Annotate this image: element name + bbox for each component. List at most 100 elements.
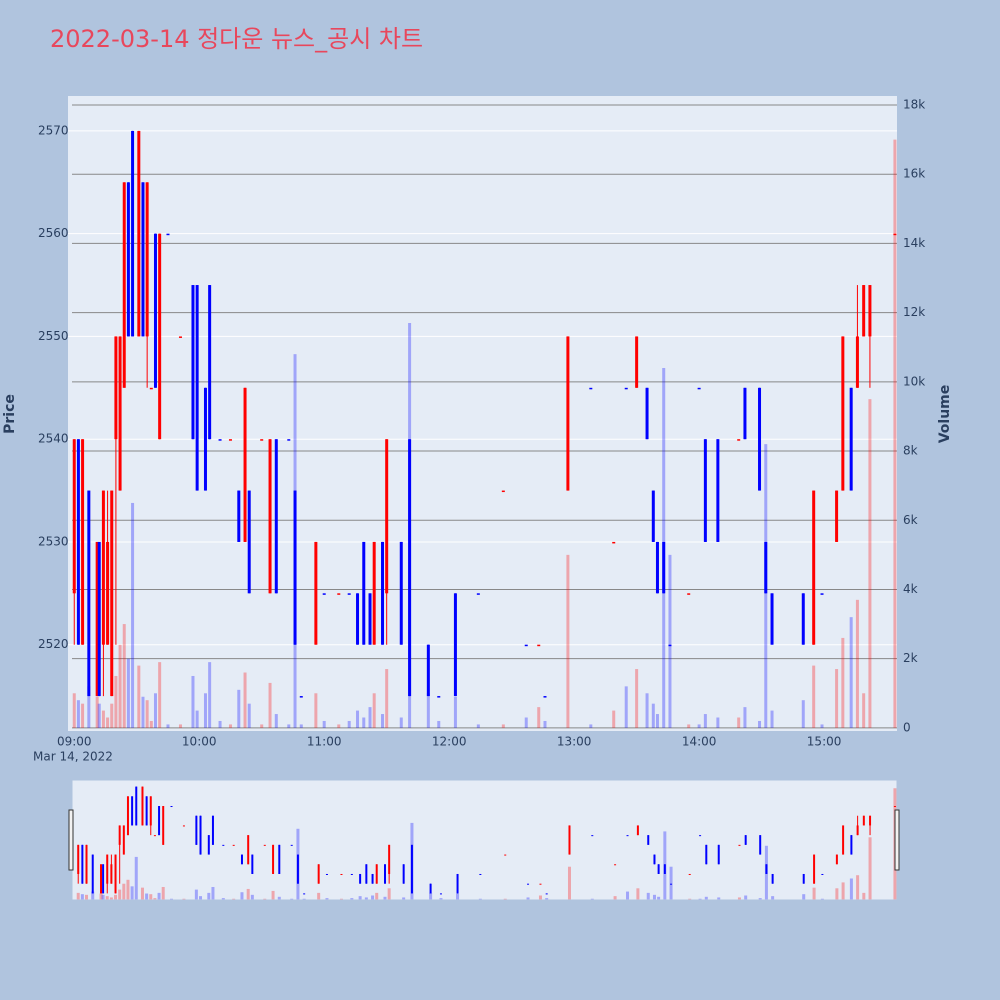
- x-tick-label: 10:00: [182, 735, 217, 749]
- volume-bar: [191, 675, 195, 728]
- candle-body: [240, 854, 243, 865]
- volume-bar: [737, 717, 741, 728]
- candle-body: [149, 796, 152, 826]
- volume-bar: [364, 897, 368, 900]
- volume-bar: [841, 882, 845, 900]
- volume-bar: [350, 898, 354, 900]
- candle-layer: [72, 130, 897, 698]
- volume-bar: [538, 895, 542, 900]
- candle-body: [293, 490, 297, 645]
- volume-bar: [476, 724, 480, 728]
- candle-body: [476, 593, 480, 595]
- volume-bar: [325, 898, 329, 900]
- candle-body: [612, 541, 616, 544]
- candle-body: [372, 541, 376, 645]
- y2-tick-label: 0: [903, 720, 911, 734]
- candle-body: [100, 864, 103, 894]
- volume-bar: [381, 714, 385, 728]
- volume-bar: [771, 896, 775, 900]
- volume-bar: [194, 889, 198, 900]
- candle-body: [303, 893, 306, 895]
- volume-bar: [153, 898, 157, 900]
- volume-bar: [362, 717, 366, 728]
- candle-body: [705, 844, 708, 865]
- candle-body: [869, 815, 872, 826]
- candle-body: [272, 844, 275, 874]
- volume-bar: [868, 399, 872, 728]
- candle-body: [340, 873, 343, 875]
- volume-bar: [439, 898, 443, 900]
- volume-bar: [635, 669, 639, 728]
- volume-bar: [429, 892, 433, 900]
- volume-bar: [290, 898, 294, 900]
- volume-bar: [76, 892, 80, 900]
- candle-body: [688, 873, 691, 875]
- candle-body: [299, 696, 303, 698]
- candle-body: [199, 815, 202, 855]
- volume-bar: [141, 696, 145, 728]
- volume-bar: [97, 703, 101, 728]
- x-tick-label: 13:00: [557, 735, 592, 749]
- candle-body: [222, 844, 225, 846]
- volume-bar: [567, 866, 571, 900]
- x-tick-label: 11:00: [307, 735, 342, 749]
- candle-body: [402, 864, 405, 884]
- candle-body: [717, 844, 720, 865]
- candle-body: [651, 490, 655, 542]
- y2-tick-label: 14k: [903, 236, 925, 250]
- candle-body: [141, 786, 144, 826]
- slider-handle-left[interactable]: [68, 809, 74, 871]
- candle-body: [479, 873, 482, 875]
- candle-body: [290, 844, 293, 846]
- volume-bar: [268, 682, 272, 728]
- volume-bar: [218, 720, 222, 728]
- volume-bar: [566, 554, 570, 728]
- candle-body: [81, 844, 84, 884]
- volume-bar: [437, 720, 441, 728]
- volume-bar: [287, 724, 291, 728]
- volume-bar: [399, 717, 403, 728]
- x-tick-label: 09:00: [57, 735, 92, 749]
- candle-body: [131, 796, 134, 826]
- volume-bar: [524, 717, 528, 728]
- candle-body: [614, 864, 617, 866]
- volume-bar: [274, 714, 278, 728]
- volume-bar: [126, 658, 130, 728]
- volume-bar: [626, 891, 630, 900]
- volume-bar: [109, 897, 113, 900]
- candle-body: [95, 541, 99, 697]
- volume-bar: [501, 724, 505, 728]
- volume-bar: [122, 624, 126, 728]
- volume-bar: [140, 887, 144, 900]
- candle-body: [359, 873, 362, 884]
- volume-bar: [657, 896, 661, 900]
- volume-bar: [317, 892, 321, 900]
- volume-bar: [211, 886, 215, 900]
- volume-bar: [802, 894, 806, 900]
- volume-bar: [770, 710, 774, 728]
- candle-body: [820, 593, 824, 595]
- candle-body: [126, 182, 130, 337]
- volume-bar: [178, 724, 182, 728]
- candle-body: [153, 233, 157, 388]
- volume-bar: [76, 700, 80, 728]
- slider-handle-right[interactable]: [894, 809, 900, 871]
- candle-body: [365, 864, 368, 884]
- volume-bar: [716, 717, 720, 728]
- volume-bar: [126, 879, 130, 900]
- candle-body: [368, 593, 372, 645]
- candle-body: [410, 844, 413, 894]
- candle-body: [703, 439, 707, 542]
- candle-body: [399, 541, 403, 645]
- volume-bar: [358, 896, 362, 900]
- volume-bar: [106, 717, 110, 728]
- volume-bar: [195, 710, 199, 728]
- volume-bar: [371, 895, 375, 900]
- candle-body: [771, 873, 774, 884]
- candle-body: [743, 387, 747, 440]
- candle-body: [211, 815, 214, 845]
- volume-bar: [426, 693, 430, 728]
- candle-body: [893, 233, 897, 236]
- volume-bar: [862, 693, 866, 728]
- candle-body: [106, 854, 109, 884]
